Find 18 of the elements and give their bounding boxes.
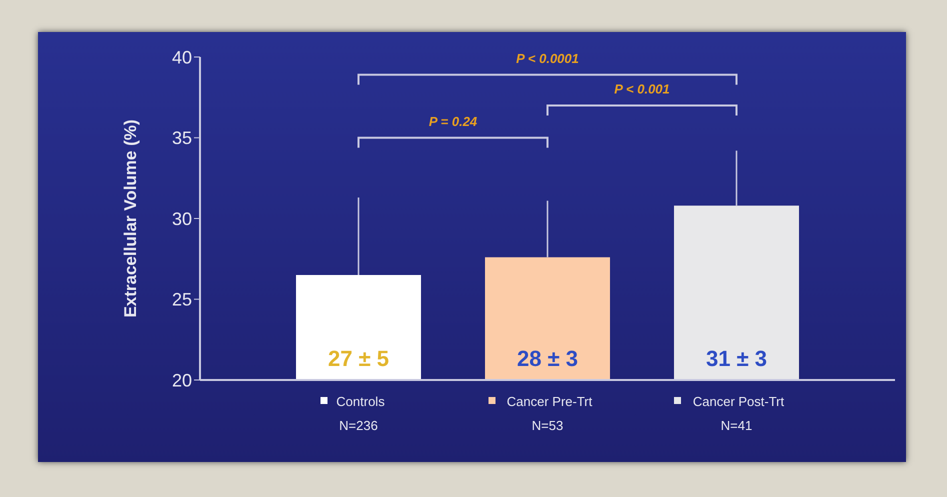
text: N=41 <box>720 418 752 433</box>
y-tick-label: 30 <box>172 208 192 229</box>
data-label: 27 ± 5 <box>328 346 390 371</box>
text: N=53 <box>532 418 564 433</box>
data-label: 28 ± 3 <box>516 346 578 371</box>
y-tick-label: 40 <box>172 47 192 68</box>
y-axis-title: Extracellular Volume (%) <box>121 119 140 318</box>
annotation: P < 0.001 <box>614 81 670 96</box>
x-tick-label: Cancer Post-Trt <box>692 394 785 409</box>
annotation: P < 0.0001 <box>516 50 579 66</box>
text: N=236 <box>339 418 378 433</box>
x-tick-label: Controls <box>336 394 386 409</box>
y-tick-label: 35 <box>172 128 192 148</box>
data-label: 31 ± 3 <box>706 346 768 371</box>
y-tick-label: 25 <box>172 290 192 310</box>
y-tick-label: 20 <box>172 370 192 390</box>
x-tick-label: Cancer Pre-Trt <box>506 394 593 409</box>
annotation: P = 0.24 <box>428 114 478 129</box>
